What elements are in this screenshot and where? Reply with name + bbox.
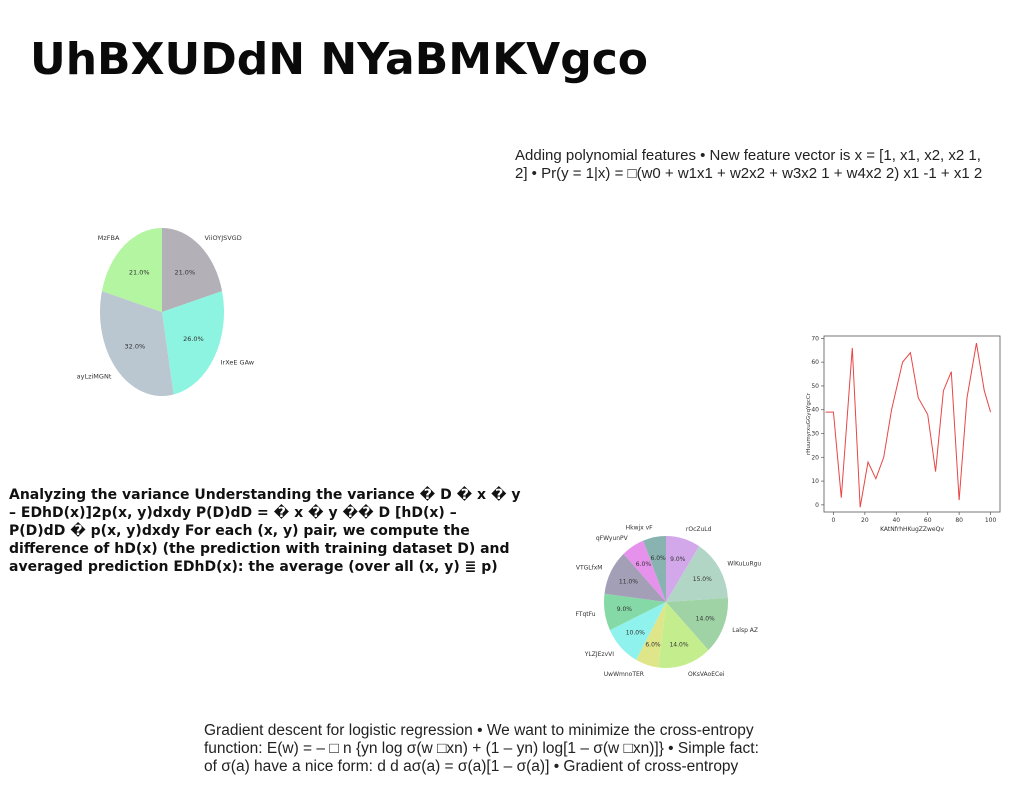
y-tick-label-7: 70	[811, 335, 819, 342]
pie-slice-2-8	[623, 540, 666, 602]
gradient-descent-text: Gradient descent for logistic regression…	[204, 722, 784, 776]
pie-slice-0-0	[162, 228, 223, 312]
pie-label-0-1: IrXeE GAw	[221, 359, 255, 367]
pie-value-label-2-6: 9.0%	[617, 606, 633, 613]
text-line: – EDhD(x)]2p(x, y)dxdy P(D)dD = � x � y …	[9, 505, 457, 521]
x-tick-label-4: 80	[955, 517, 963, 524]
pie-value-label-2-8: 6.0%	[636, 561, 652, 568]
pie-chart-large: rOcZuLd 9.0% WlKuLuRgu 15.0% Lalsp AZ 14.0% OK…	[570, 510, 770, 695]
pie-label-0-0: ViiOYJSVGD	[205, 234, 242, 242]
y-tick-label-2: 20	[811, 454, 819, 461]
pie-value-label-2-5: 10.0%	[626, 630, 645, 637]
pie-label-2-7: VTGLfxM	[576, 565, 603, 572]
pie-label-2-0: rOcZuLd	[686, 526, 712, 533]
pie-slice-0-2	[99, 291, 174, 396]
page-title: UhBXUDdN NYaBMKVgco	[30, 34, 649, 85]
pie-slice-2-3	[658, 602, 709, 668]
pie-value-label-2-1: 15.0%	[693, 576, 712, 583]
x-tick-label-3: 60	[924, 517, 932, 524]
pie-label-0-3: MzFBA	[98, 234, 120, 242]
text-line: averaged prediction EDhD(x): the average…	[9, 559, 498, 575]
pie-slice-2-7	[604, 553, 666, 602]
text-line: Adding polynomial features • New feature…	[515, 147, 981, 164]
pie-label-2-4: UwWmnoTER	[604, 671, 644, 678]
pie-slice-2-1	[666, 546, 728, 602]
y-tick-label-0: 0	[815, 502, 819, 509]
y-axis-label: rHuumyrxuGGyqYgcCr	[806, 392, 812, 455]
pie-value-label-2-2: 14.0%	[696, 616, 715, 623]
x-tick-label-1: 20	[861, 517, 869, 524]
x-tick-label-2: 40	[892, 517, 900, 524]
pie-slice-2-2	[666, 597, 728, 651]
pie-slice-2-9	[643, 536, 666, 602]
series-line-0	[825, 343, 992, 508]
pie-value-label-2-7: 11.0%	[619, 579, 638, 586]
pie-value-label-0-2: 32.0%	[125, 343, 146, 351]
pie-label-0-2: ayLziMGNt	[77, 373, 112, 381]
text-line: of σ(a) have a nice form: d d aσ(a) = σ(…	[204, 758, 739, 775]
pie-value-label-2-3: 14.0%	[669, 642, 688, 649]
x-tick-label-0: 0	[832, 517, 836, 524]
y-tick-label-5: 50	[811, 383, 819, 390]
y-tick-label-1: 10	[811, 478, 819, 485]
text-line: P(D)dD � p(x, y)dxdy For each (x, y) pai…	[9, 523, 470, 539]
pie-value-label-2-9: 6.0%	[650, 555, 666, 562]
pie-label-2-2: Lalsp AZ	[732, 627, 758, 634]
pie-label-2-3: OKsVAoECei	[688, 671, 725, 678]
y-tick-label-3: 30	[811, 431, 819, 438]
pie-slice-0-1	[162, 291, 225, 395]
pie-label-2-8: qFWyunPV	[596, 535, 629, 542]
pie-chart-small: ViiOYJSVGD 21.0% IrXeE GAw 26.0% ayLziMGNt 32…	[60, 215, 300, 415]
pie-slice-2-5	[609, 602, 666, 660]
text-line: Gradient descent for logistic regression…	[204, 722, 754, 739]
pie-value-label-2-4: 6.0%	[645, 642, 661, 649]
pie-value-label-0-3: 21.0%	[129, 268, 150, 276]
plot-frame	[823, 335, 1001, 513]
pie-slice-2-6	[604, 593, 666, 631]
pie-slice-2-4	[636, 602, 666, 668]
pie-label-2-5: YLZJEzvVI	[584, 651, 614, 658]
y-tick-label-4: 40	[811, 407, 819, 414]
line-chart: 0 20 40 60 80 100 0 10 20 30 40 50 60 70 KAtNfrhHKugZZ…	[800, 330, 1015, 535]
pie-value-label-0-1: 26.0%	[183, 335, 204, 343]
text-line: difference of hD(x) (the prediction with…	[9, 541, 510, 557]
text-line: function: E(w) = – □ n {yn log σ(w □xn) …	[204, 740, 759, 757]
text-line: Analyzing the variance Understanding the…	[9, 487, 521, 503]
x-tick-label-5: 100	[985, 517, 997, 524]
text-line: 2] • Pr(y = 1|x) = □(w0 + w1x1 + w2x2 + …	[515, 165, 983, 182]
pie-value-label-0-0: 21.0%	[174, 268, 195, 276]
y-tick-label-6: 60	[811, 359, 819, 366]
x-axis-label: KAtNfrhHKugZZweQv	[880, 526, 944, 533]
pie-slice-0-3	[101, 228, 162, 312]
variance-text: Analyzing the variance Understanding the…	[9, 486, 539, 576]
pie-label-2-6: FTqtFu	[575, 611, 595, 618]
pie-slice-2-0	[666, 536, 700, 602]
pie-label-2-1: WlKuLuRgu	[727, 560, 761, 567]
pie-label-2-9: Hkwjx vF	[626, 524, 654, 531]
pie-value-label-2-0: 9.0%	[670, 556, 686, 563]
polynomial-features-text: Adding polynomial features • New feature…	[515, 147, 1020, 183]
